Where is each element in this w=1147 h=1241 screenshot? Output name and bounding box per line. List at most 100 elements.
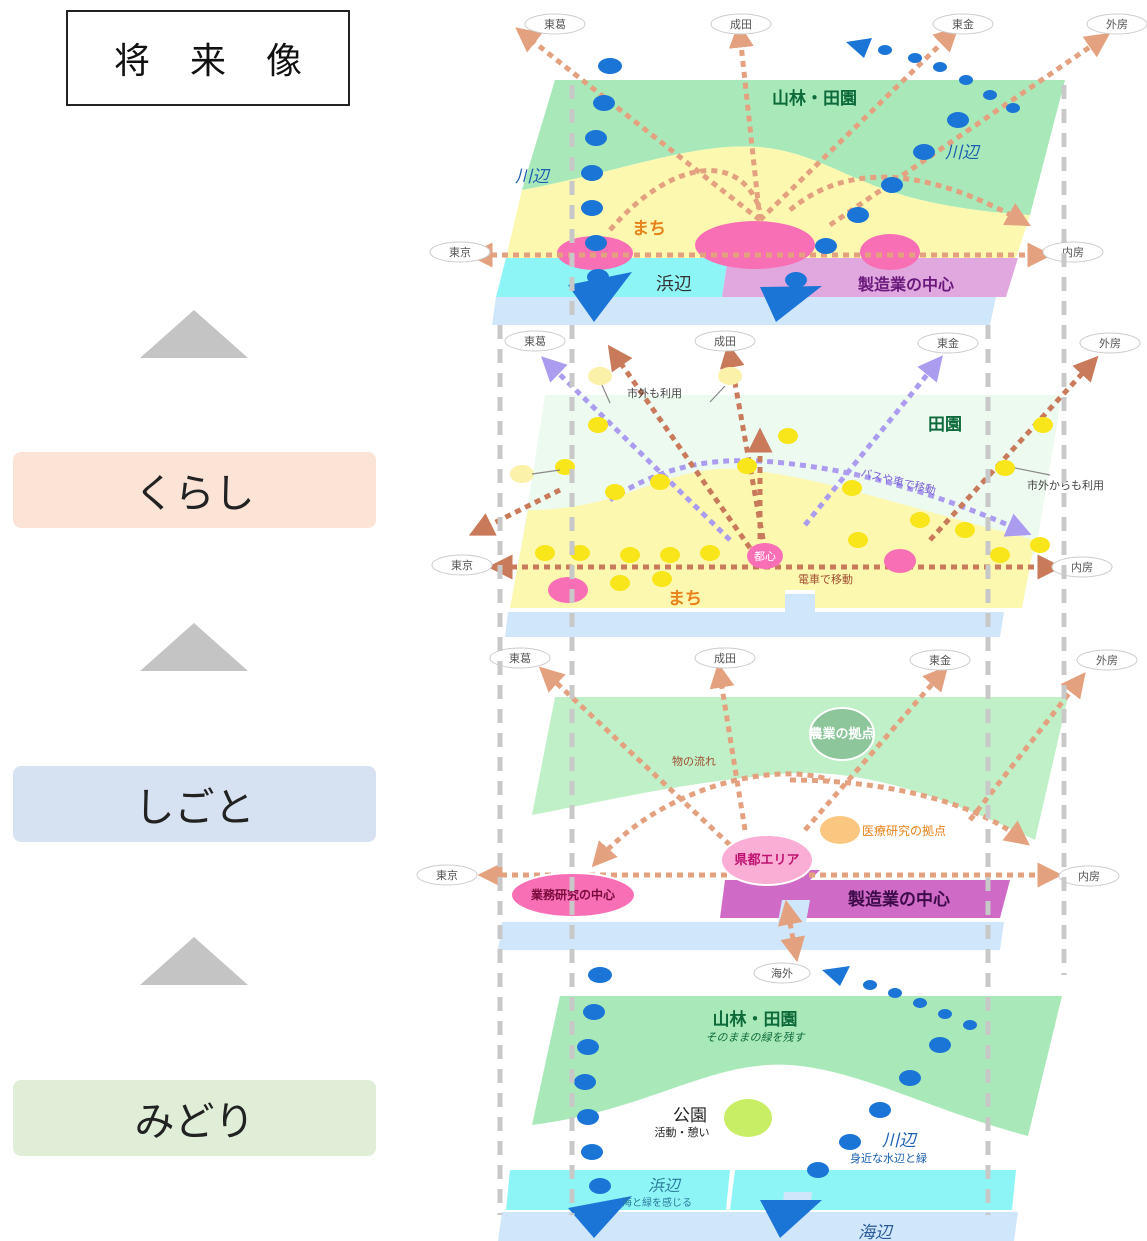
outside-use-label: 市外からも利用	[1027, 478, 1104, 492]
flow-line	[803, 665, 949, 832]
living-dot	[660, 547, 680, 563]
living-dot	[588, 367, 612, 385]
industry-label: 製造業の中心	[847, 889, 950, 910]
water-dot	[815, 238, 837, 254]
water-dot	[588, 967, 612, 983]
living-dot	[995, 460, 1015, 476]
living-dot	[1033, 417, 1053, 433]
forest-area	[532, 996, 1062, 1136]
water-dot	[899, 1070, 921, 1086]
living-dot	[620, 547, 640, 563]
living-dot	[778, 428, 798, 444]
water-dot	[1006, 103, 1020, 113]
living-dot	[842, 480, 862, 496]
train-line	[719, 342, 768, 551]
port-notch	[778, 900, 810, 922]
title-box: 将来像	[66, 10, 350, 106]
business-hub	[510, 872, 636, 918]
bus-route	[608, 458, 1032, 537]
park-sub-label: 活動・憩い	[655, 1125, 710, 1139]
town-area	[506, 146, 1030, 258]
sea-band	[505, 612, 1004, 637]
layer-label-text: みどり	[134, 1099, 255, 1145]
water-dot	[581, 165, 603, 181]
river-label: 川辺	[515, 167, 551, 187]
water-dot	[959, 75, 973, 85]
water-dot	[589, 1178, 611, 1194]
living-dot	[510, 465, 534, 483]
water-dot	[807, 1162, 829, 1178]
dest-label: 東葛	[544, 18, 566, 31]
living-dot	[535, 545, 555, 561]
pointer-line	[709, 385, 726, 403]
dest-label: 海外	[771, 966, 793, 980]
dest-label: 外房	[1099, 337, 1121, 350]
living-dot	[588, 417, 608, 433]
living-dot	[652, 571, 672, 587]
water-dot	[908, 53, 922, 63]
living-dot	[605, 484, 625, 500]
living-dot	[610, 575, 630, 591]
forest-label: 山林・田園	[772, 88, 857, 109]
dest-label: 外房	[1106, 18, 1128, 31]
living-dot	[848, 532, 868, 548]
agri-hub	[809, 707, 875, 761]
living-dot	[570, 545, 590, 561]
water-dot	[577, 1039, 599, 1055]
flow-label: 物の流れ	[672, 754, 716, 768]
center-label: 都心	[754, 550, 776, 563]
river-label: 川辺	[882, 1131, 918, 1151]
dest-label: 東葛	[524, 335, 546, 348]
water-dot	[863, 980, 877, 990]
shigoto-layer: 東葛 成田 東金 外房 東京 内房 農業の拠点 物の流れ 医療研究の拠点 県都エ…	[416, 647, 1138, 963]
water-dot	[598, 58, 622, 74]
dest-label: 成田	[714, 335, 736, 348]
outside-use-label: 市外も利用	[627, 386, 682, 400]
flow-line	[968, 672, 1086, 822]
water-arrow-icon	[568, 272, 632, 322]
dest-label: 外房	[1096, 654, 1118, 667]
medical-hub	[820, 816, 860, 844]
bus-route	[541, 356, 732, 542]
countryside-label: 田園	[928, 415, 962, 435]
living-dot	[737, 458, 757, 474]
living-dot	[990, 547, 1010, 563]
dest-label: 東金	[929, 653, 951, 667]
arrow-line	[728, 22, 763, 221]
farmland-area	[532, 697, 1068, 840]
arrow-line	[515, 27, 762, 222]
living-dot	[650, 474, 670, 490]
water-dot	[878, 45, 892, 55]
layer-label-text: しごと	[134, 785, 255, 831]
pointer-line	[601, 384, 611, 404]
living-dot	[718, 367, 742, 385]
town-label: まち	[668, 589, 702, 609]
industry-label: 製造業の中心	[857, 275, 954, 294]
water-dot	[581, 1144, 603, 1160]
water-dot	[583, 1004, 605, 1020]
water-dot	[913, 998, 927, 1008]
water-dot	[869, 1102, 891, 1118]
dest-bubble	[429, 241, 491, 263]
dest-label: 内房	[1062, 245, 1084, 259]
flow-line	[709, 662, 748, 831]
water-dot	[933, 62, 947, 72]
dest-bubble	[932, 13, 994, 35]
sea-band	[498, 1212, 1018, 1241]
living-dot	[700, 545, 720, 561]
up-triangle-icon	[140, 937, 248, 985]
forest-sub-label: そのままの緑を残す	[706, 1031, 807, 1044]
water-dot	[585, 130, 607, 146]
water-dot	[577, 1109, 599, 1125]
water-dot	[938, 1009, 952, 1019]
living-dot	[955, 522, 975, 538]
water-dot	[574, 1074, 596, 1090]
dest-bubble	[1086, 13, 1147, 35]
dest-label: 内房	[1078, 869, 1100, 883]
town-label: まち	[632, 219, 666, 239]
dest-bubble	[710, 13, 772, 35]
page-title: 将来像	[113, 41, 342, 82]
layer-label-shigoto: しごと	[13, 766, 376, 842]
pointer-line	[531, 469, 561, 475]
water-dot	[983, 90, 997, 100]
